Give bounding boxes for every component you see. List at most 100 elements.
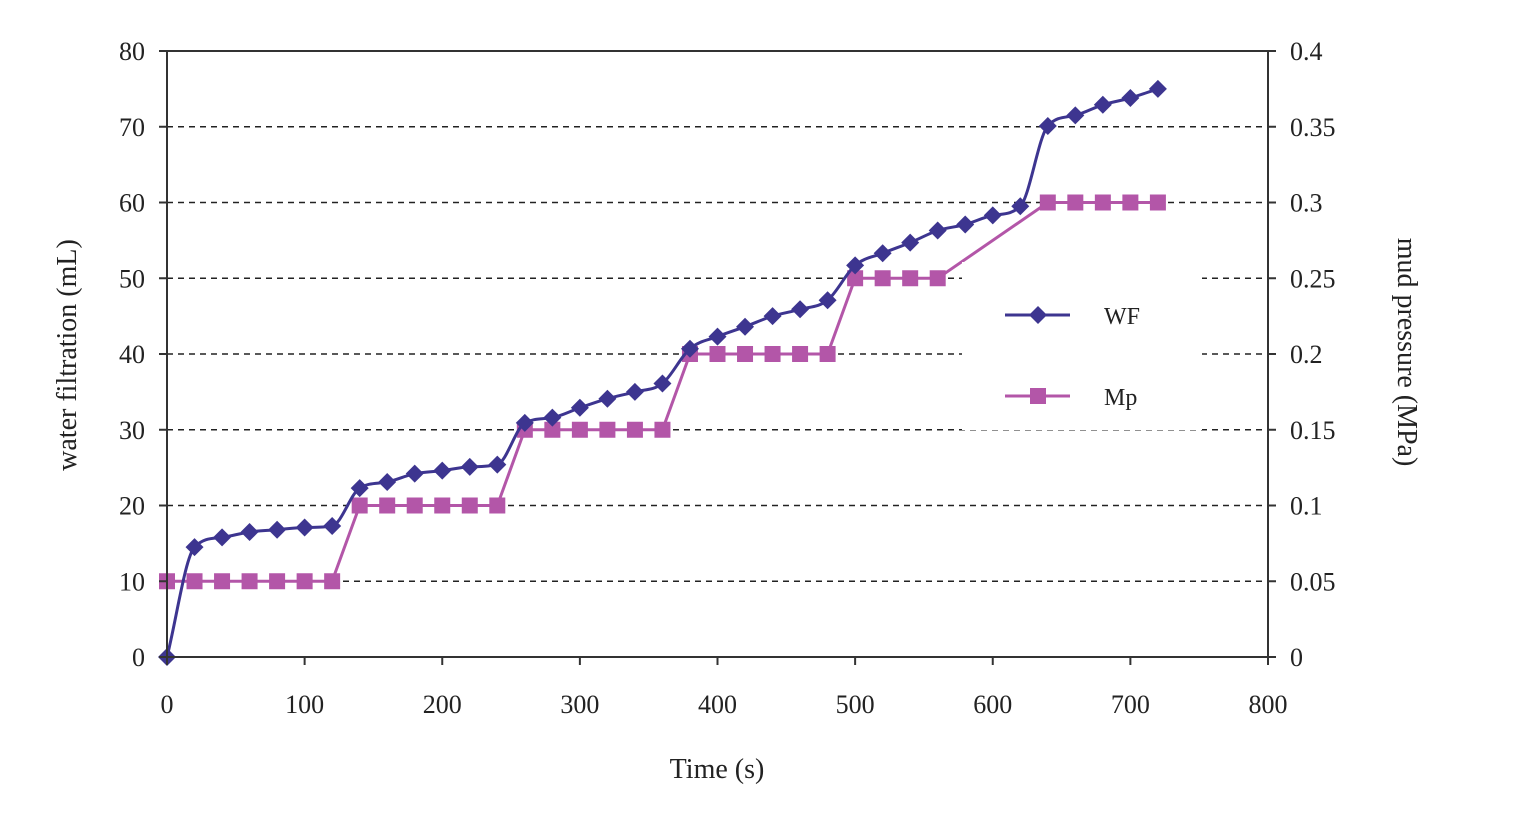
mp-data-point bbox=[241, 573, 258, 590]
wf-data-point bbox=[873, 244, 892, 263]
wf-data-point bbox=[240, 523, 259, 542]
y-tick-label: 50 bbox=[119, 264, 145, 293]
mp-data-point bbox=[626, 421, 643, 438]
y2-tick-label: 0 bbox=[1290, 643, 1303, 672]
legend-item-mp: Mp bbox=[1005, 385, 1137, 411]
wf-data-point bbox=[680, 339, 699, 358]
wf-data-point bbox=[625, 382, 644, 401]
y2-tick-label: 0.05 bbox=[1290, 567, 1336, 596]
wf-data-point bbox=[350, 479, 369, 498]
mp-data-point bbox=[1039, 194, 1056, 211]
wf-data-point bbox=[488, 455, 507, 474]
wf-data-point bbox=[956, 215, 975, 234]
y-tick-label: 80 bbox=[119, 37, 145, 66]
y2-axis-title: mud pressure (MPa) bbox=[1391, 238, 1422, 467]
mp-data-point bbox=[489, 497, 506, 514]
legend: WF Mp bbox=[962, 262, 1202, 430]
y2-tick-label: 0.4 bbox=[1290, 37, 1323, 66]
x-tick-label: 100 bbox=[285, 690, 324, 719]
wf-data-point bbox=[460, 457, 479, 476]
wf-data-point bbox=[570, 398, 589, 417]
x-tick-label: 600 bbox=[973, 690, 1012, 719]
wf-data-point bbox=[378, 473, 397, 492]
x-tick-label: 0 bbox=[161, 690, 174, 719]
wf-data-point bbox=[185, 538, 204, 557]
legend-label: WF bbox=[1104, 304, 1140, 330]
y2-tick-label: 0.2 bbox=[1290, 340, 1323, 369]
mp-data-point bbox=[1094, 194, 1111, 211]
mp-data-point bbox=[1067, 194, 1084, 211]
wf-data-point bbox=[763, 307, 782, 326]
wf-data-point bbox=[1011, 197, 1030, 216]
wf-data-point bbox=[846, 256, 865, 275]
mp-data-point bbox=[461, 497, 478, 514]
y2-tick-label: 0.35 bbox=[1290, 113, 1336, 142]
mp-data-point bbox=[324, 573, 341, 590]
mp-data-point bbox=[764, 346, 781, 362]
mp-data-point bbox=[351, 497, 368, 514]
mp-data-point bbox=[929, 270, 946, 287]
wf-data-point bbox=[1093, 95, 1112, 114]
mp-data-point bbox=[709, 346, 726, 362]
wf-data-point bbox=[791, 300, 810, 319]
mp-data-point bbox=[847, 270, 864, 287]
legend-marker bbox=[1030, 388, 1046, 404]
x-tick-label: 300 bbox=[560, 690, 599, 719]
wf-data-point bbox=[543, 408, 562, 427]
legend-box bbox=[962, 262, 1202, 430]
mp-data-point bbox=[544, 421, 561, 438]
y-tick-label: 40 bbox=[119, 340, 145, 369]
mp-data-point bbox=[186, 573, 203, 590]
legend-item-wf: WF bbox=[1005, 304, 1140, 330]
wf-data-point bbox=[598, 389, 617, 408]
mp-series-line bbox=[166, 201, 1158, 583]
wf-data-point bbox=[268, 520, 287, 539]
mp-data-point bbox=[214, 573, 231, 590]
wf-data-point bbox=[405, 464, 424, 483]
y-tick-label: 70 bbox=[119, 113, 145, 142]
y2-tick-label: 0.15 bbox=[1290, 416, 1336, 445]
wf-data-point bbox=[1121, 88, 1140, 107]
mp-data-point bbox=[819, 346, 836, 362]
mp-data-point bbox=[296, 573, 313, 590]
wf-data-point bbox=[295, 518, 314, 537]
wf-data-point bbox=[736, 317, 755, 336]
mp-data-point bbox=[792, 346, 809, 362]
mp-data-point bbox=[1149, 194, 1166, 211]
y2-tick-label: 0.3 bbox=[1290, 189, 1323, 218]
mp-data-point bbox=[737, 346, 754, 362]
wf-data-point bbox=[708, 327, 727, 346]
wf-data-point bbox=[213, 528, 232, 547]
y2-tick-label: 0.25 bbox=[1290, 264, 1336, 293]
mp-data-point bbox=[434, 497, 451, 514]
x-tick-label: 500 bbox=[836, 690, 875, 719]
mp-data-point bbox=[1122, 194, 1139, 211]
x-axis-title: Time (s) bbox=[670, 754, 765, 785]
wf-data-point bbox=[928, 221, 947, 240]
x-tick-label: 400 bbox=[698, 690, 737, 719]
wf-data-point bbox=[1148, 79, 1167, 98]
y-axis-title: water filtration (mL) bbox=[52, 239, 83, 471]
wf-data-point bbox=[323, 516, 342, 535]
series-layer bbox=[158, 79, 1167, 666]
y-tick-label: 0 bbox=[132, 643, 145, 672]
wf-data-point bbox=[983, 206, 1002, 225]
wf-data-point bbox=[653, 374, 672, 393]
mp-data-point bbox=[902, 270, 919, 287]
mp-data-point bbox=[406, 497, 423, 514]
mp-data-point bbox=[654, 421, 671, 438]
legend-marker bbox=[1029, 306, 1047, 324]
mp-data-point bbox=[874, 270, 891, 287]
wf-data-point bbox=[818, 291, 837, 310]
wf-data-point bbox=[433, 461, 452, 480]
mp-data-point bbox=[599, 421, 616, 438]
mp-data-point bbox=[379, 497, 396, 514]
mp-data-point bbox=[269, 573, 286, 590]
y-tick-label: 10 bbox=[119, 567, 145, 596]
y-tick-label: 20 bbox=[119, 492, 145, 521]
axis-ticks: 0102030405060708000.050.10.150.20.250.30… bbox=[119, 37, 1336, 719]
wf-data-point bbox=[1038, 116, 1057, 135]
wf-data-point bbox=[1066, 106, 1085, 125]
wf-data-point bbox=[901, 233, 920, 252]
